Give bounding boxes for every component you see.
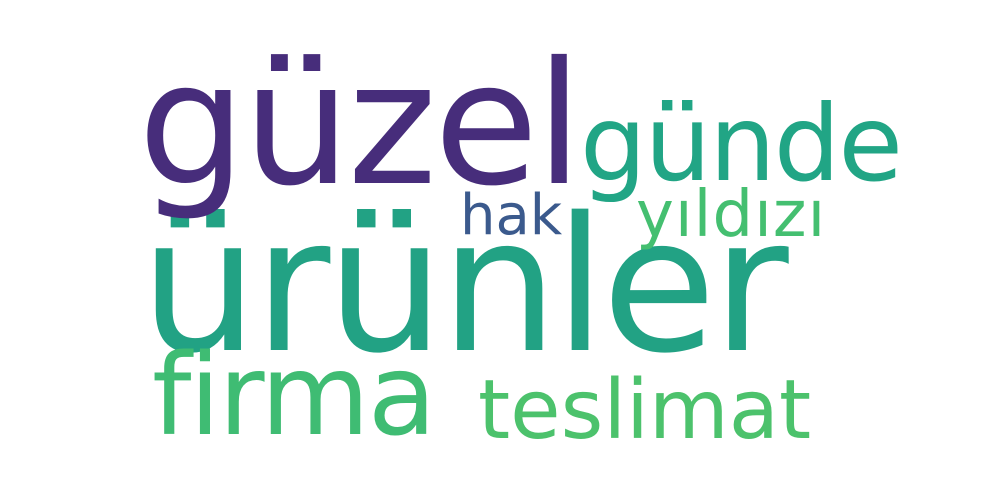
word-teslimat: teslimat [478,363,812,458]
word-firma: firma [152,331,436,461]
word-hak: hak [460,183,563,248]
word-guzel: güzel [138,26,583,224]
word-urunler: ürünler [140,177,789,394]
word-yildizi: yıldızı [636,178,827,252]
word-gunde: günde [580,83,903,205]
